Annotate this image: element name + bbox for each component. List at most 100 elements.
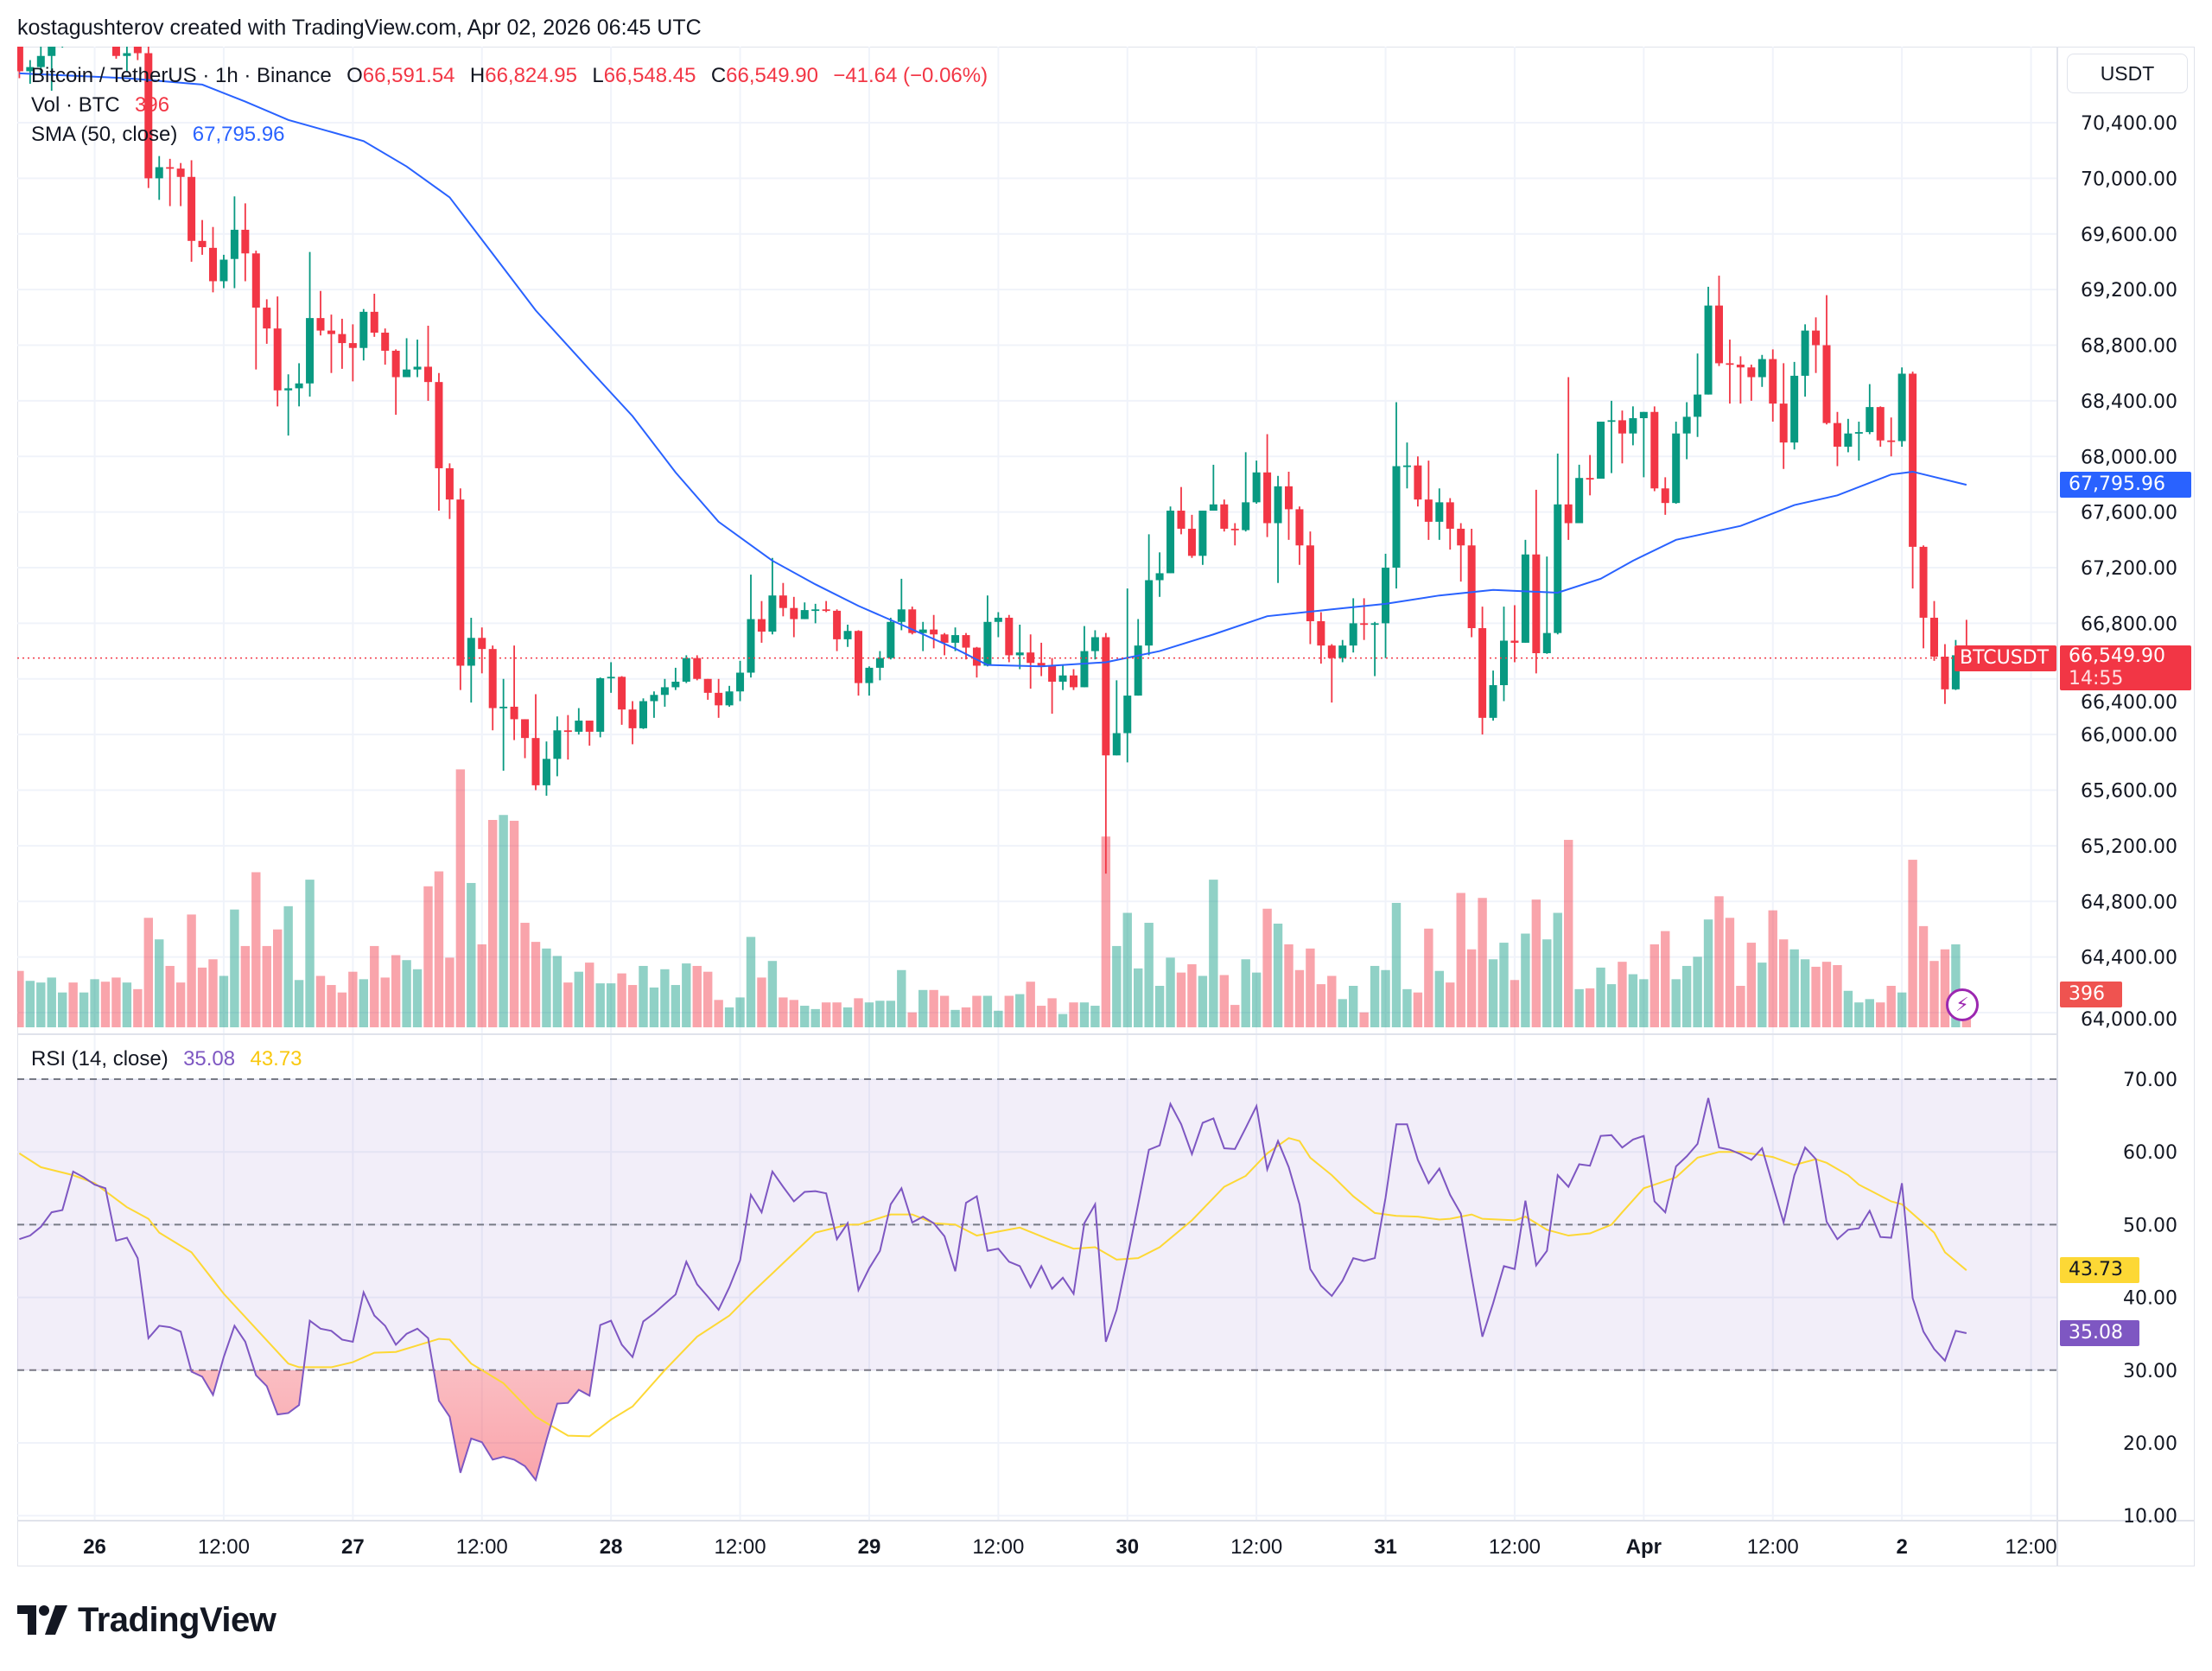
volume-bar [660,969,670,1027]
symbol-tag: BTCUSDT [1955,645,2056,671]
candle-body [757,619,766,632]
volume-bar [1671,979,1681,1027]
volume-bar [714,1000,723,1027]
candle-body [1209,504,1217,511]
close-value: 66,549.90 [726,64,818,87]
candle-body [855,631,862,683]
candle-body [1435,502,1444,522]
candle-body [198,240,207,248]
candle-body [1790,375,1799,443]
volume-bar [724,1007,734,1027]
volume-bar [767,961,778,1027]
price-tick-label: 64,800.00 [2081,892,2177,913]
candle-body [209,247,217,282]
volume-bar [1316,984,1326,1027]
volume-bar [499,815,508,1027]
volume-legend[interactable]: Vol · BTC 396 [31,93,173,118]
volume-bar [1478,898,1487,1027]
volume-bar [1079,1002,1090,1027]
volume-bar [68,982,78,1027]
rsi-tick-label: 50.00 [2123,1215,2177,1236]
candle-body [1812,330,1821,346]
candle-body [1607,420,1616,423]
time-tick-label: Apr [1626,1535,1662,1559]
currency-button[interactable]: USDT [2067,54,2188,93]
candle-body [1951,655,1960,689]
tradingview-logo[interactable]: TradingView [17,1598,276,1642]
candle-body [188,176,196,241]
candle-body [102,11,110,25]
time-tick-label: 12:00 [1747,1535,1799,1559]
volume-bar [1219,975,1229,1027]
volume-bar [1779,939,1789,1027]
candle-body [983,621,992,666]
candle-body [478,638,486,650]
volume-bar [875,1001,885,1027]
candle-body [1370,623,1379,626]
candle-body [972,647,981,666]
candle-body [1080,651,1089,688]
candle-body [521,719,530,739]
volume-bar [1327,975,1337,1027]
candle-body [1242,502,1250,531]
volume-bar [1144,923,1154,1027]
candle-body [1414,465,1422,500]
candle-body [875,658,884,668]
candle-body [241,229,250,254]
symbol-title: Bitcoin / TetherUS · 1h · Binance [31,64,332,87]
time-axis[interactable]: 26 12:00 27 12:00 28 12:00 29 12:00 30 12:00 31 12:… [83,1535,2056,1559]
volume-bar [757,977,766,1027]
volume-bar [455,769,466,1027]
lightning-icon[interactable]: ⚡︎ [1946,988,1979,1021]
candle-body [553,730,562,759]
volume-bar [1273,924,1283,1027]
volume-bar [380,977,390,1027]
candle-body [348,343,357,348]
volume-bar [165,965,175,1027]
time-tick-label: 12:00 [2005,1535,2057,1559]
candle-body [59,41,67,46]
candle-body [628,709,637,728]
candle-body [1382,568,1390,624]
price-axis[interactable]: 70,400.00 70,000.00 69,600.00 69,200.00 68,8… [2081,113,2177,1528]
candle-body [1457,528,1465,546]
volume-bar [445,957,454,1027]
candle-body [1112,733,1121,756]
candle-body [306,318,315,384]
volume-bar [402,960,411,1027]
candle-body [1327,645,1336,658]
candle-body [607,677,615,679]
candle-body [435,382,443,468]
volume-bar [1370,965,1380,1027]
candle-body [1317,620,1325,646]
volume-bar [1391,903,1402,1027]
volume-bar [789,1000,798,1027]
low-label: L [592,64,604,87]
candle-body [1349,623,1357,646]
candle-body [155,167,163,179]
sma-legend[interactable]: SMA (50, close) 67,795.96 [31,123,289,147]
volume-bar [1703,919,1713,1027]
candle-body [1779,403,1788,443]
volume-bar [1122,912,1132,1027]
candle-body [1027,652,1035,664]
candle-body [1306,545,1314,621]
candle-body [1532,554,1541,653]
volume-bar [1789,949,1799,1027]
price-tick-label: 67,200.00 [2081,558,2177,580]
rsi-tick-label: 10.00 [2123,1506,2177,1528]
volume-bar [1574,988,1584,1027]
candle-body [1801,330,1809,376]
candle-body [962,635,970,648]
symbol-legend[interactable]: Bitcoin / TetherUS · 1h · Binance O66,59… [31,64,991,88]
volume-bar [1596,967,1605,1027]
rsi-legend[interactable]: RSI (14, close) 35.08 43.73 [31,1047,306,1071]
rsi-label: RSI (14, close) [31,1047,168,1071]
volume-bar [1176,972,1186,1027]
volume-bar [412,969,423,1027]
volume-bar [627,985,638,1027]
candle-body [1123,696,1132,734]
candle-body [1338,645,1347,658]
time-tick-label: 27 [341,1535,365,1559]
